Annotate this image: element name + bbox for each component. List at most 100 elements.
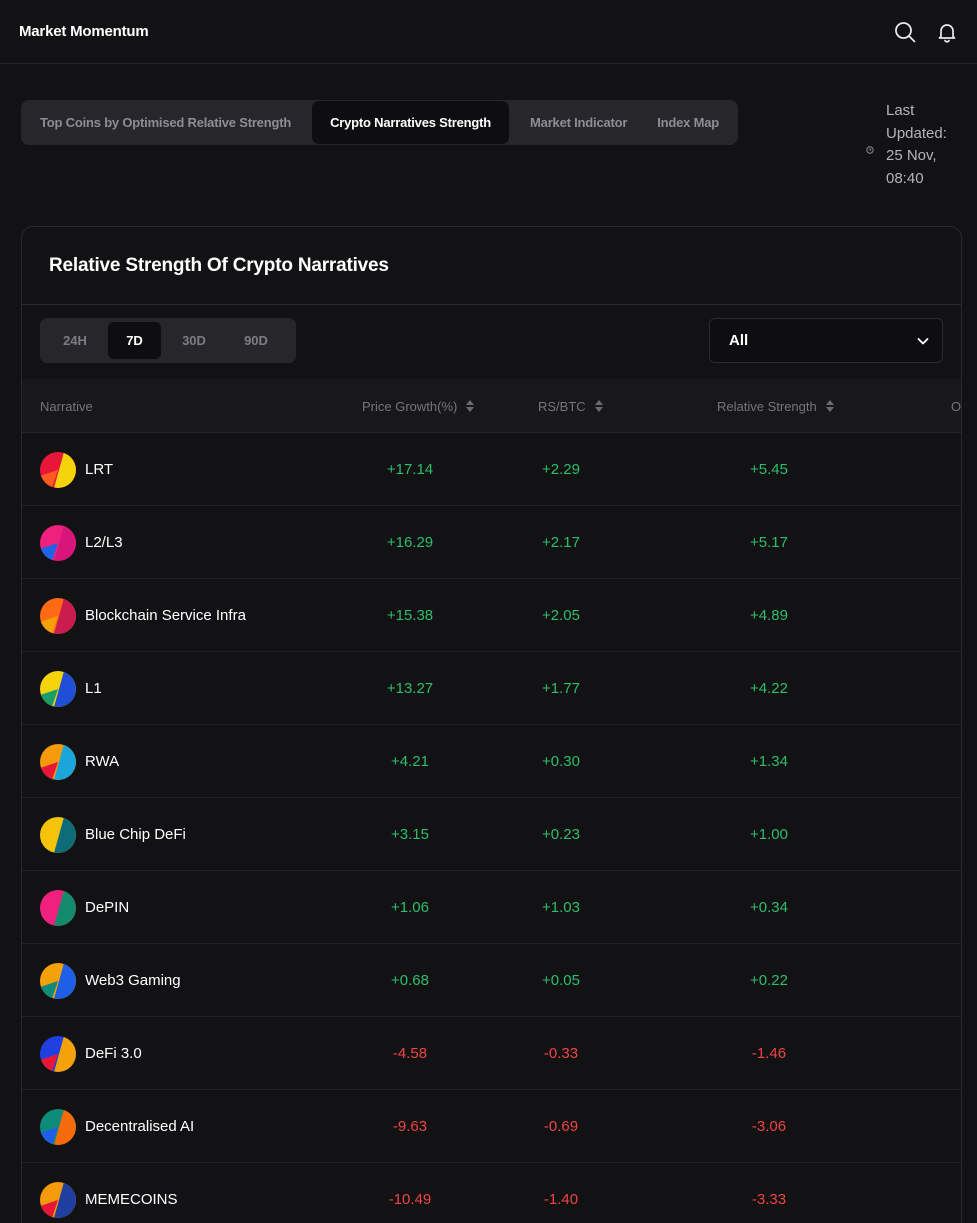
period-24h[interactable]: 24H bbox=[63, 333, 87, 348]
table-row[interactable]: Blockchain Service Infra +15.38 +2.05 +4… bbox=[22, 579, 961, 652]
narrative-name[interactable]: LRT bbox=[85, 461, 114, 478]
price-growth-value: +13.27 bbox=[386, 680, 434, 697]
relative-strength-value: +5.45 bbox=[750, 461, 788, 478]
rs-btc-value: -0.69 bbox=[543, 1118, 579, 1135]
narrative-logo-icon bbox=[40, 889, 76, 926]
price-growth-value: -9.63 bbox=[392, 1118, 428, 1135]
app-title: Market Momentum bbox=[19, 23, 149, 40]
sort-icon bbox=[825, 399, 835, 413]
sort-icon bbox=[465, 399, 475, 413]
column-price-growth[interactable]: Price Growth(%) bbox=[362, 379, 475, 433]
relative-strength-value: -3.33 bbox=[751, 1191, 787, 1208]
rs-btc-value: +2.05 bbox=[542, 607, 580, 624]
view-tabs: Top Coins by Optimised Relative Strength… bbox=[21, 100, 739, 145]
last-updated: Last Updated: 25 Nov, 08:40 bbox=[866, 100, 966, 190]
price-growth-value: +17.14 bbox=[386, 461, 434, 478]
clock-icon bbox=[866, 141, 874, 154]
rs-btc-value: +0.23 bbox=[542, 826, 580, 843]
price-growth-value: +3.15 bbox=[391, 826, 429, 843]
table-row[interactable]: Decentralised AI -9.63 -0.69 -3.06 bbox=[22, 1090, 961, 1163]
period-30d[interactable]: 30D bbox=[182, 333, 206, 348]
relative-strength-value: +4.89 bbox=[750, 607, 788, 624]
narrative-name[interactable]: DeFi 3.0 bbox=[85, 1045, 142, 1062]
tab-market-indicator[interactable]: Market Indicator bbox=[530, 115, 628, 130]
relative-strength-value: +4.22 bbox=[750, 680, 788, 697]
period-90d[interactable]: 90D bbox=[244, 333, 268, 348]
narrative-logo-icon bbox=[40, 451, 76, 488]
column-overflow: O bbox=[951, 398, 962, 414]
period-7d[interactable]: 7D bbox=[108, 322, 161, 359]
narrative-logo-icon bbox=[40, 1108, 76, 1145]
narrative-cell: Blockchain Service Infra bbox=[40, 579, 246, 652]
table-row[interactable]: L2/L3 +16.29 +2.17 +5.17 bbox=[22, 506, 961, 579]
narratives-card: Relative Strength Of Crypto Narratives 2… bbox=[21, 226, 962, 1223]
narrative-cell: L1 bbox=[40, 652, 102, 725]
narrative-name[interactable]: Decentralised AI bbox=[85, 1118, 195, 1135]
narrative-name[interactable]: Blue Chip DeFi bbox=[85, 826, 186, 843]
table-row[interactable]: RWA +4.21 +0.30 +1.34 bbox=[22, 725, 961, 798]
price-growth-value: +15.38 bbox=[386, 607, 434, 624]
narrative-logo-icon bbox=[40, 816, 76, 853]
card-title: Relative Strength Of Crypto Narratives bbox=[22, 227, 961, 305]
narrative-name[interactable]: MEMECOINS bbox=[85, 1191, 178, 1208]
price-growth-value: +1.06 bbox=[391, 899, 429, 916]
column-narrative: Narrative bbox=[40, 398, 93, 414]
table-row[interactable]: DeFi 3.0 -4.58 -0.33 -1.46 bbox=[22, 1017, 961, 1090]
price-growth-value: -10.49 bbox=[388, 1191, 432, 1208]
header-actions bbox=[894, 21, 958, 43]
narrative-cell: RWA bbox=[40, 725, 119, 798]
column-relative-strength[interactable]: Relative Strength bbox=[717, 379, 835, 433]
table-row[interactable]: L1 +13.27 +1.77 +4.22 bbox=[22, 652, 961, 725]
tab-top-coins[interactable]: Top Coins by Optimised Relative Strength bbox=[40, 115, 292, 130]
relative-strength-value: +0.34 bbox=[750, 899, 788, 916]
tab-index-map[interactable]: Index Map bbox=[657, 115, 720, 130]
table-controls: 24H 7D 30D 90D All bbox=[22, 305, 961, 379]
narrative-logo-icon bbox=[40, 1181, 76, 1218]
top-bar: Market Momentum bbox=[0, 0, 977, 64]
narrative-logo-icon bbox=[40, 962, 76, 999]
tab-crypto-narratives[interactable]: Crypto Narratives Strength bbox=[312, 101, 510, 144]
filter-selected-value: All bbox=[729, 332, 749, 349]
chevron-down-icon bbox=[916, 334, 930, 348]
narrative-cell: Blue Chip DeFi bbox=[40, 798, 186, 871]
price-growth-value: +0.68 bbox=[391, 972, 429, 989]
narrative-logo-icon bbox=[40, 743, 76, 780]
relative-strength-value: -3.06 bbox=[751, 1118, 787, 1135]
narrative-name[interactable]: RWA bbox=[85, 753, 120, 770]
narrative-name[interactable]: Blockchain Service Infra bbox=[85, 607, 246, 624]
relative-strength-value: -1.46 bbox=[751, 1045, 787, 1062]
narrative-cell: Decentralised AI bbox=[40, 1090, 194, 1163]
narrative-name[interactable]: DePIN bbox=[85, 899, 130, 916]
rs-btc-value: +2.17 bbox=[542, 534, 580, 551]
rs-btc-value: -0.33 bbox=[543, 1045, 579, 1062]
narrative-name[interactable]: L1 bbox=[85, 680, 102, 697]
table-row[interactable]: LRT +17.14 +2.29 +5.45 bbox=[22, 433, 961, 506]
table-row[interactable]: Web3 Gaming +0.68 +0.05 +0.22 bbox=[22, 944, 961, 1017]
narrative-name[interactable]: Web3 Gaming bbox=[85, 972, 181, 989]
narrative-cell: DePIN bbox=[40, 871, 129, 944]
narrative-name[interactable]: L2/L3 bbox=[85, 534, 123, 551]
narrative-logo-icon bbox=[40, 1035, 76, 1072]
narrative-cell: MEMECOINS bbox=[40, 1163, 178, 1223]
price-growth-value: +4.21 bbox=[391, 753, 429, 770]
narrative-cell: Web3 Gaming bbox=[40, 944, 181, 1017]
table-row[interactable]: MEMECOINS -10.49 -1.40 -3.33 bbox=[22, 1163, 961, 1223]
rs-btc-value: +2.29 bbox=[542, 461, 580, 478]
search-icon[interactable] bbox=[894, 21, 916, 43]
bell-icon[interactable] bbox=[936, 21, 958, 43]
last-updated-text: Last Updated: 25 Nov, 08:40 bbox=[886, 102, 947, 187]
narrative-filter-select[interactable]: All bbox=[709, 318, 943, 363]
table-row[interactable]: Blue Chip DeFi +3.15 +0.23 +1.00 bbox=[22, 798, 961, 871]
relative-strength-value: +5.17 bbox=[750, 534, 788, 551]
sort-icon bbox=[594, 399, 604, 413]
period-selector: 24H 7D 30D 90D bbox=[40, 318, 296, 363]
rs-btc-value: +0.05 bbox=[542, 972, 580, 989]
rs-btc-value: +1.03 bbox=[542, 899, 580, 916]
tab-bar: Top Coins by Optimised Relative Strength… bbox=[21, 100, 739, 145]
narrative-logo-icon bbox=[40, 524, 76, 561]
column-rs-btc[interactable]: RS/BTC bbox=[538, 379, 604, 433]
table-body: LRT +17.14 +2.29 +5.45 L2/L3 +16.29 +2.1… bbox=[22, 433, 961, 1223]
relative-strength-value: +1.34 bbox=[750, 753, 788, 770]
narrative-cell: LRT bbox=[40, 433, 113, 506]
table-row[interactable]: DePIN +1.06 +1.03 +0.34 bbox=[22, 871, 961, 944]
